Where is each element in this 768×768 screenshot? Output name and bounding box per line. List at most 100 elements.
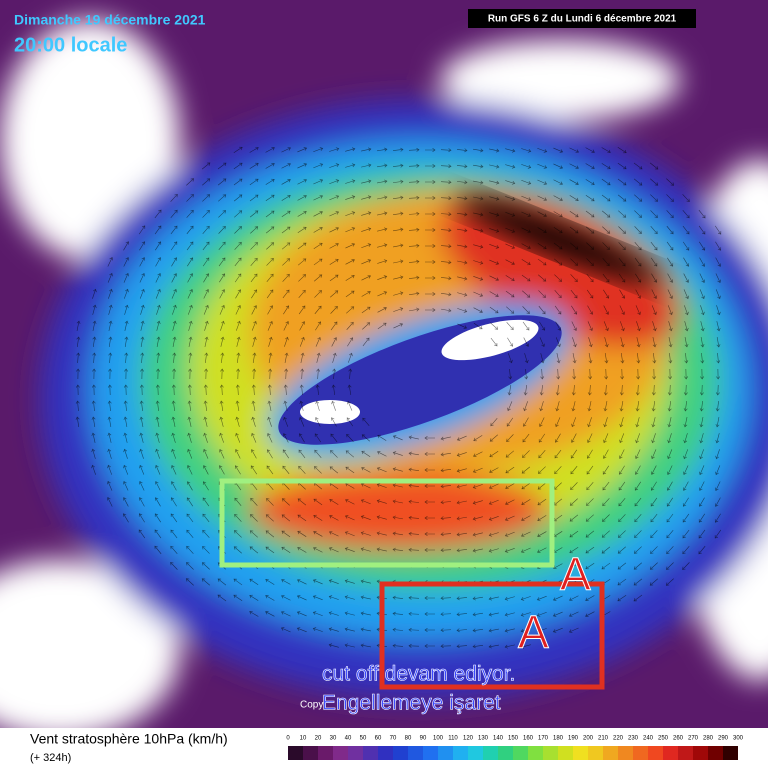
wind-arrow [650,497,658,507]
wind-arrow [361,227,372,232]
wind-arrow [521,243,531,249]
wind-arrow [440,548,452,553]
wind-arrow [684,368,689,380]
wind-arrow [266,242,275,250]
wind-arrow [667,289,673,300]
wind-arrow [170,561,178,570]
wind-arrow [360,627,371,632]
wind-arrow [281,194,291,201]
wind-arrow [520,644,531,649]
wind-arrow [345,195,356,200]
wind-arrow [188,320,193,331]
colorbar-swatch [318,746,333,760]
wind-arrow [601,562,611,570]
wind-arrow [408,179,420,184]
wind-arrow [108,368,113,380]
wind-arrow [682,194,690,203]
wind-arrow [265,162,275,169]
wind-arrow [330,321,338,331]
wind-arrow [186,562,194,570]
wind-arrow [361,290,371,297]
wind-arrow [233,194,243,202]
wind-arrow [408,515,420,520]
wind-arrow [473,435,483,442]
wind-arrow [585,210,595,218]
wind-arrow [122,513,129,523]
wind-arrow [123,464,129,475]
wind-arrow [346,433,354,442]
wind-arrow [602,498,610,507]
wind-arrow [456,500,467,505]
wind-arrow [537,547,547,553]
wind-arrow [266,498,274,506]
wind-arrow [505,196,516,201]
wind-arrow [684,321,689,332]
wind-arrow [361,147,372,152]
wind-arrow [251,320,257,331]
wind-arrow [700,368,705,380]
wind-arrow [554,305,562,315]
wind-arrow [587,433,593,444]
wind-arrow [601,546,611,554]
wind-arrow [329,211,340,217]
wind-arrow [523,385,528,396]
wind-arrow [392,547,403,552]
wind-arrow [424,612,435,616]
wind-arrow [456,612,468,617]
wind-arrow [652,368,657,380]
wind-arrow [92,304,97,315]
wind-arrow [505,275,515,282]
wind-arrow [522,290,531,298]
wind-arrow [392,531,403,536]
wind-arrow [489,164,500,169]
wind-arrow [139,481,145,491]
wind-arrow [586,482,594,491]
wind-arrow [235,432,241,443]
wind-arrow [123,416,128,427]
wind-arrow [360,547,371,552]
wind-arrow [346,417,354,427]
wind-arrow [507,385,512,396]
wind-arrow [554,274,562,282]
wind-arrow [488,516,499,521]
wind-arrow [507,401,513,412]
colorbar-label: 220 [613,736,624,742]
wind-arrow [393,259,404,264]
wind-arrow [699,384,704,396]
wind-arrow [457,260,468,265]
wind-arrow [649,162,659,170]
wind-arrow [280,627,291,633]
wind-arrow [219,273,226,283]
wind-arrow [217,162,227,170]
wind-arrow [220,368,225,380]
wind-arrow [602,465,610,475]
wind-arrow [186,545,194,554]
wind-arrow [488,548,499,553]
wind-arrow [377,434,387,441]
wind-arrow [408,547,420,552]
wind-arrow [617,194,627,202]
wind-arrow [124,304,129,315]
wind-arrow [555,417,561,428]
wind-arrow [440,532,452,537]
wind-arrow [186,194,194,202]
wind-arrow [314,305,322,315]
wind-arrow [218,465,225,475]
wind-arrow [392,435,403,441]
colorbar-label: 90 [420,736,427,742]
wind-arrow [171,481,177,491]
wind-arrow [667,465,673,475]
wind-arrow [651,449,657,460]
colorbar-swatch [303,746,318,760]
wind-arrow [602,242,610,250]
wind-arrow [361,195,372,200]
wind-arrow [344,579,355,584]
wind-arrow [108,336,113,347]
wind-arrow [667,417,672,428]
wind-arrow [635,273,642,283]
wind-arrow [233,546,242,554]
wind-arrow [297,530,307,537]
wind-arrow [537,466,546,474]
wind-arrow [283,321,289,331]
wind-arrow [651,384,656,396]
